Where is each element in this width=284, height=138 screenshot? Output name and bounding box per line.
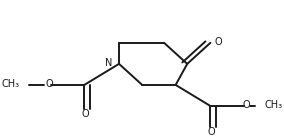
Text: CH₃: CH₃ xyxy=(2,79,20,89)
Text: O: O xyxy=(46,79,53,89)
Text: O: O xyxy=(214,37,222,47)
Text: O: O xyxy=(82,109,89,119)
Text: O: O xyxy=(208,127,216,137)
Text: O: O xyxy=(242,100,250,110)
Text: CH₃: CH₃ xyxy=(264,100,283,110)
Text: N: N xyxy=(105,58,112,68)
